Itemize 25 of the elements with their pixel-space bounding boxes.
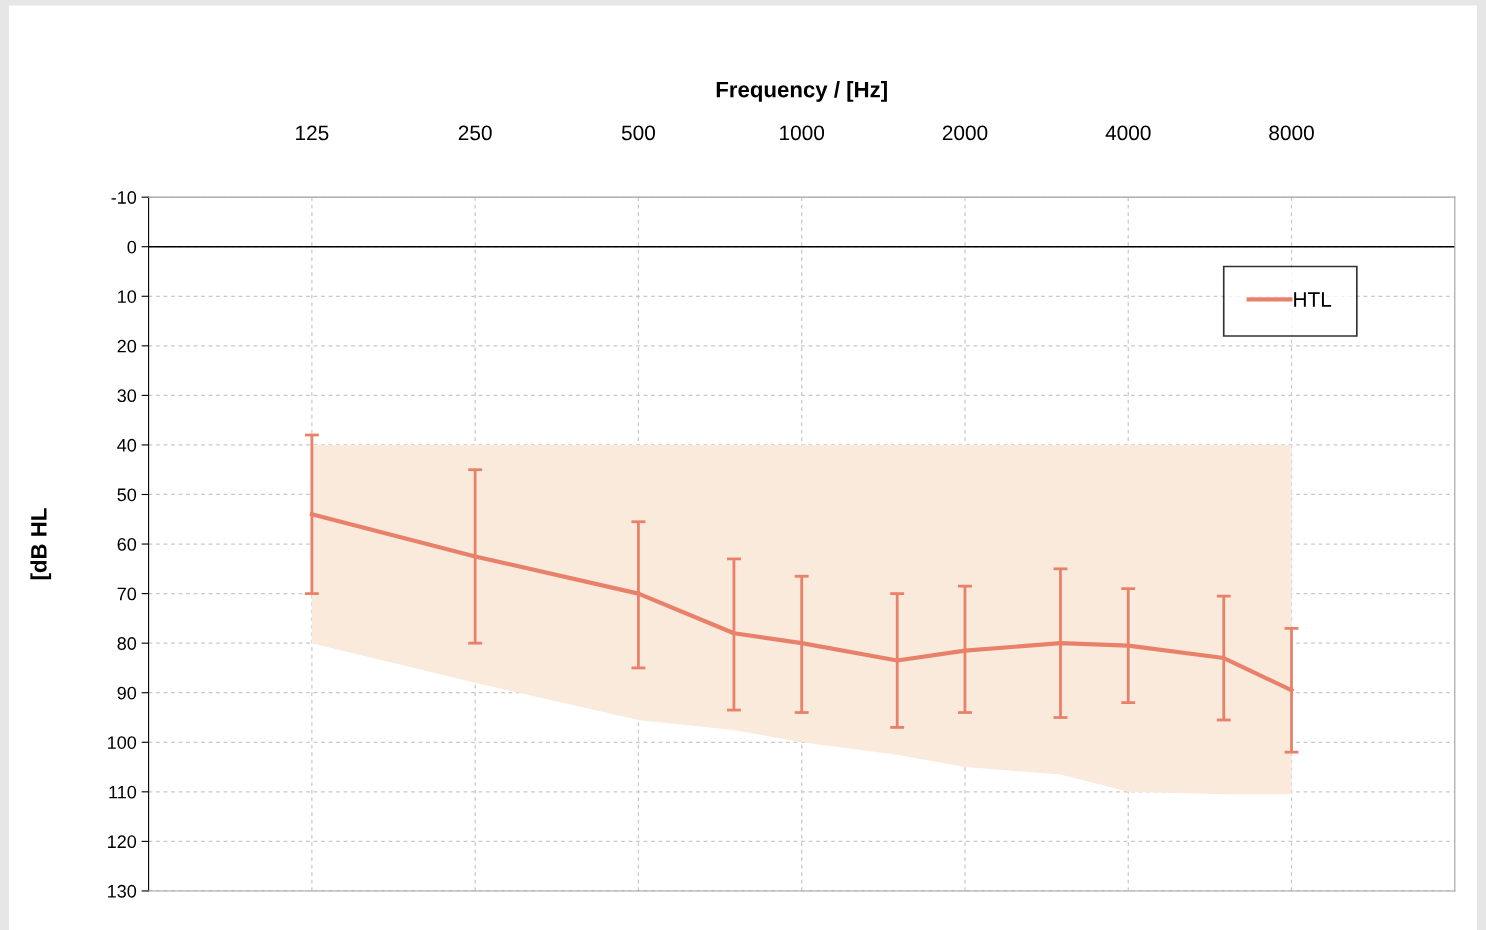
- y-tick-label: 60: [117, 537, 137, 551]
- y-tick-label: 70: [117, 587, 137, 601]
- y-tick-label: 50: [117, 488, 137, 502]
- y-tick-label: 100: [108, 736, 137, 749]
- y-tick-label: 0: [127, 240, 137, 254]
- y-tick-label: 80: [117, 637, 137, 650]
- x-tick-label: 2000: [942, 125, 988, 141]
- y-tick-label: 130: [108, 884, 137, 898]
- y-axis-title: [dB HL: [30, 508, 52, 580]
- y-tick-label: -10: [111, 191, 137, 204]
- x-tick-label: 125: [296, 125, 329, 141]
- x-tick-label: 1000: [780, 125, 825, 141]
- y-tick-label: 20: [117, 339, 137, 353]
- y-tick-label: 10: [118, 290, 137, 303]
- x-tick-label: 4000: [1105, 125, 1151, 141]
- legend-label: HTL: [1294, 292, 1332, 307]
- y-tick-label: 90: [117, 686, 137, 700]
- x-tick-label: 250: [458, 125, 492, 141]
- y-tick-label: 120: [108, 835, 137, 849]
- y-tick-label: 40: [117, 438, 137, 452]
- y-tick-label: 30: [117, 389, 137, 403]
- y-tick-label: 110: [109, 785, 137, 799]
- x-tick-label: 500: [621, 125, 655, 141]
- x-axis-title: Frequency / [Hz]: [716, 81, 887, 102]
- x-tick-label: 8000: [1269, 125, 1314, 141]
